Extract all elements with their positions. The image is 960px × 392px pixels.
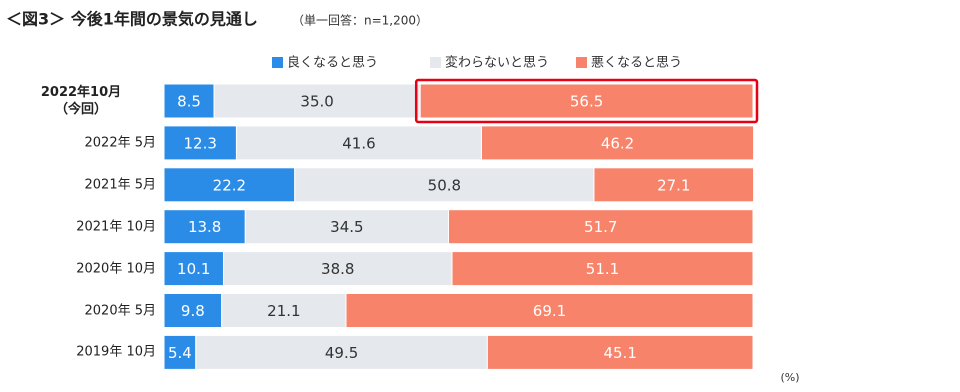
category-label: 2022年10月 （今回） [40, 85, 122, 117]
legend-label: 良くなると思う [287, 55, 378, 71]
bar-segment [163, 293, 223, 328]
data-label: 10.1 [177, 260, 210, 278]
data-label: 49.5 [325, 344, 358, 362]
bar-segment [163, 334, 197, 370]
data-label: 9.8 [181, 302, 205, 320]
bar-segment [222, 251, 453, 287]
data-label: 27.1 [657, 176, 690, 194]
data-label: 56.5 [570, 93, 603, 111]
category-label: 2020年 5月 [84, 303, 157, 318]
legend-swatch [272, 57, 283, 68]
category-label: 2020年 10月 [76, 261, 156, 277]
data-label: 5.4 [168, 344, 192, 362]
bar-segment [486, 334, 754, 370]
category-label: 2022年 5月 [84, 135, 157, 151]
legend-label: 悪くなると思う [591, 56, 682, 71]
bar-segment [163, 209, 246, 245]
category-label: 2021年 10月 [76, 219, 156, 235]
data-label: 21.1 [267, 302, 300, 320]
category-label: 2019年 10月 [76, 344, 156, 360]
bar-segment [294, 167, 595, 203]
bar-segment [163, 83, 215, 119]
data-label: 51.7 [584, 218, 617, 236]
bar-segment [163, 167, 296, 203]
chart-subtitle: （単一回答：n=1,200） [292, 13, 428, 28]
data-label: 45.1 [603, 344, 636, 362]
data-label: 46.2 [601, 134, 634, 152]
bar-segment [221, 293, 347, 328]
data-label: 41.6 [342, 134, 375, 152]
legend-swatch [576, 57, 587, 68]
bar-segment [480, 125, 755, 161]
legend-swatch [430, 57, 441, 68]
data-label: 50.8 [428, 176, 461, 194]
data-label: 22.2 [213, 176, 246, 194]
data-label: 51.1 [586, 260, 619, 278]
bar-segment [451, 251, 754, 287]
bar-segment [593, 167, 755, 203]
bar-segment [213, 83, 421, 119]
bar-segment [419, 83, 754, 119]
data-label: 38.8 [321, 260, 354, 278]
legend-label: 変わらないと思う [445, 55, 549, 71]
unit-label: (%) [780, 371, 799, 384]
bar-segment [163, 251, 224, 287]
bar-segment [195, 334, 488, 370]
data-label: 34.5 [330, 218, 363, 236]
data-label: 35.0 [300, 93, 333, 111]
highlight-box [414, 78, 759, 124]
bar-segment [345, 293, 754, 328]
bar-segment [235, 125, 482, 161]
category-label: 2021年 5月 [84, 177, 157, 193]
chart-title: ＜図3＞ 今後1年間の景気の見通し [6, 10, 258, 29]
data-label: 13.8 [188, 218, 221, 236]
data-label: 8.5 [177, 93, 201, 111]
data-label: 12.3 [184, 134, 217, 152]
bar-segment [447, 209, 754, 245]
data-label: 69.1 [533, 302, 566, 320]
